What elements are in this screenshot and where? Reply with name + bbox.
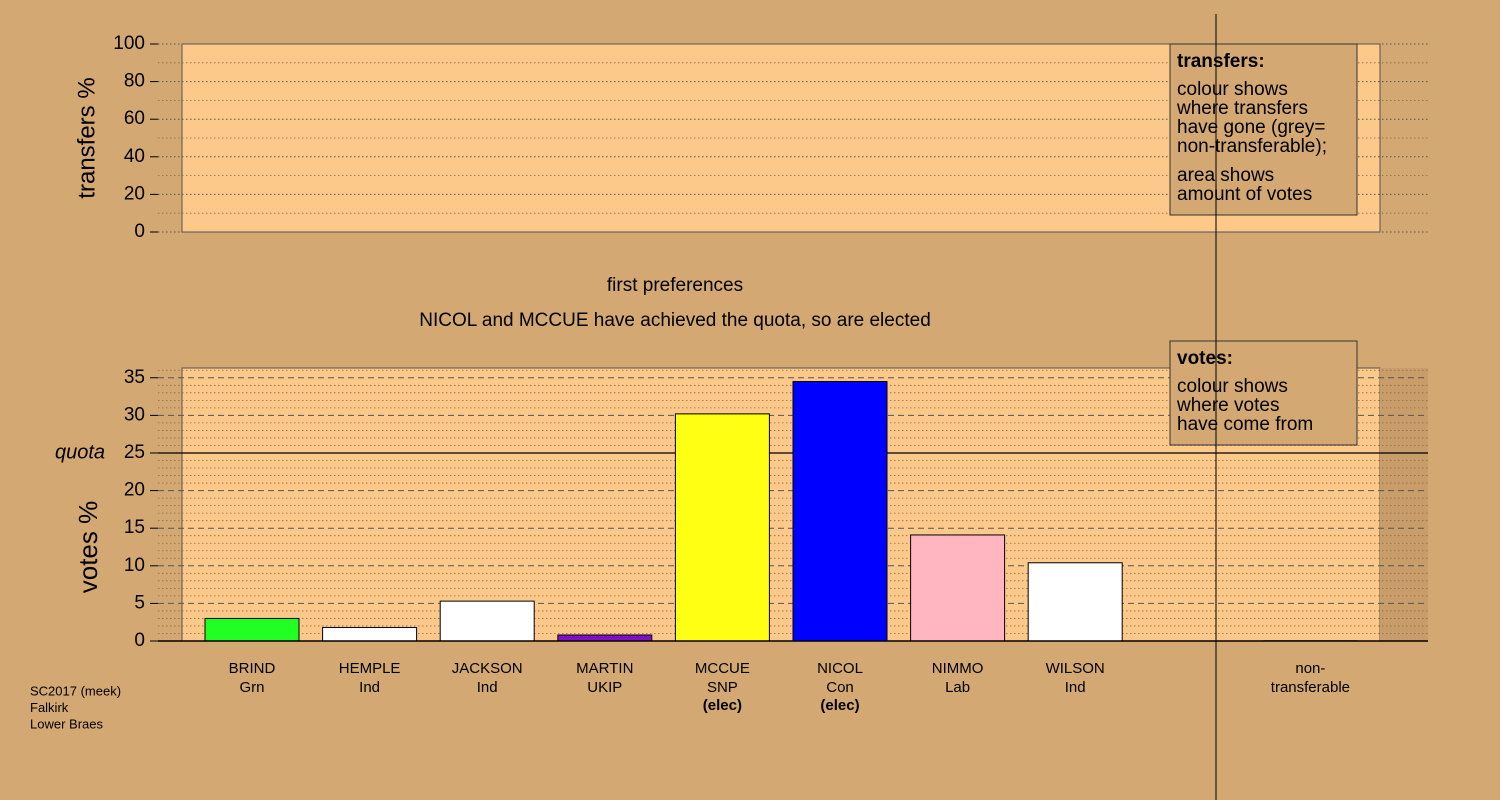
y-tick-label: 20 [124, 183, 145, 204]
bar [674, 413, 770, 642]
bar [322, 626, 418, 642]
party-label: Lab [945, 679, 970, 696]
y-axis-label: votes % [73, 501, 103, 594]
party-label: Con [826, 679, 854, 696]
bar [910, 534, 1006, 642]
legend-text: colour shows [1177, 376, 1288, 397]
bar [1027, 562, 1123, 642]
bar [439, 600, 535, 642]
x-tick-label: MARTIN [576, 660, 633, 677]
y-tick-label: 10 [124, 555, 145, 576]
party-label: Ind [1065, 679, 1086, 696]
legend-text: area shows [1177, 165, 1274, 186]
bar [557, 634, 653, 642]
elected-note: (elec) [703, 697, 742, 714]
x-tick-label: transferable [1271, 679, 1350, 696]
side-shade [1380, 368, 1428, 641]
footnote-line: Lower Braes [30, 716, 103, 731]
chart-subtitle: NICOL and MCCUE have achieved the quota,… [419, 310, 931, 331]
y-tick-label: 40 [124, 146, 145, 167]
y-axis-label: transfers % [73, 77, 100, 198]
y-tick-label: 80 [124, 71, 145, 92]
x-tick-label: HEMPLE [339, 660, 401, 677]
quota-label: quota [55, 441, 105, 463]
party-label: Grn [239, 679, 264, 696]
y-tick-label: 100 [113, 33, 145, 54]
y-tick-label: 0 [134, 221, 145, 242]
x-tick-label: non- [1295, 660, 1325, 677]
party-label: UKIP [587, 679, 622, 696]
y-tick-label: 25 [124, 442, 145, 463]
bar [792, 381, 888, 642]
x-tick-label: NICOL [817, 660, 863, 677]
party-label: SNP [707, 679, 738, 696]
x-tick-label: MCCUE [695, 660, 750, 677]
legend-text: where votes [1176, 395, 1279, 416]
y-tick-label: 35 [124, 367, 145, 388]
legend-text: have come from [1177, 414, 1313, 435]
party-label: Ind [359, 679, 380, 696]
y-tick-label: 30 [124, 404, 145, 425]
legend-text: non-transferable); [1177, 136, 1327, 157]
y-tick-label: 60 [124, 108, 145, 129]
legend-text: amount of votes [1177, 184, 1312, 205]
legend-title: votes: [1177, 348, 1233, 369]
y-tick-label: 0 [134, 630, 145, 651]
legend-text: colour shows [1177, 79, 1288, 100]
plot-layer: 0 20 40 60 80 100 0 5 10 15 20 25 30 35 quota BRIND Grn H… [55, 33, 1428, 714]
chart-title: first preferences [607, 275, 743, 296]
x-tick-label: BRIND [229, 660, 276, 677]
x-tick-label: NIMMO [932, 660, 984, 677]
y-tick-label: 20 [124, 480, 145, 501]
legend-title: transfers: [1177, 51, 1265, 72]
x-tick-label: WILSON [1046, 660, 1105, 677]
legend-box [1169, 43, 1358, 216]
elected-note: (elec) [820, 697, 859, 714]
x-tick-label: JACKSON [452, 660, 523, 677]
legend-text: where transfers [1176, 98, 1308, 119]
legend-box [1169, 340, 1358, 446]
footnote-line: SC2017 (meek) [30, 683, 121, 698]
footnote-line: Falkirk [30, 700, 69, 715]
y-tick-label: 15 [124, 517, 145, 538]
party-label: Ind [477, 679, 498, 696]
legend-text: have gone (grey= [1177, 117, 1325, 138]
y-tick-label: 5 [134, 592, 145, 613]
bar [204, 617, 300, 642]
